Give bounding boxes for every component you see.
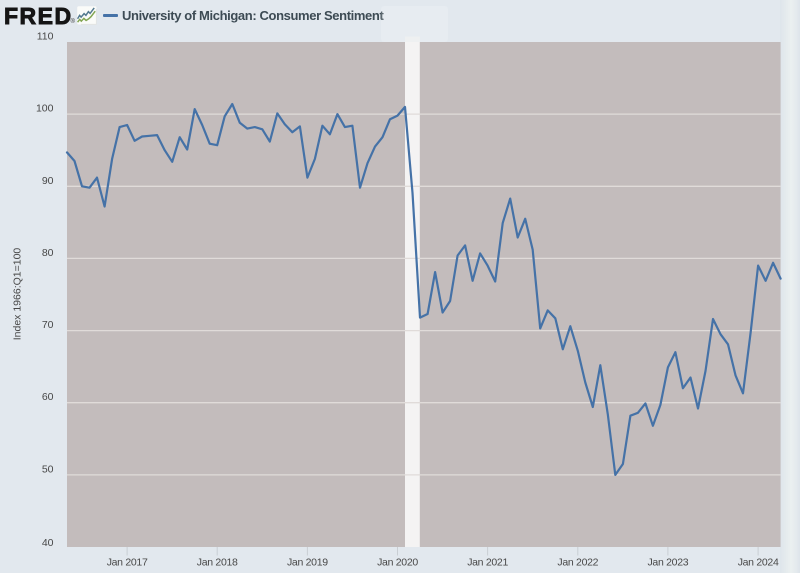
svg-text:Jan 2022: Jan 2022 bbox=[557, 556, 598, 568]
svg-text:100: 100 bbox=[36, 103, 54, 115]
svg-text:Jan 2023: Jan 2023 bbox=[647, 556, 688, 568]
svg-text:Jan 2024: Jan 2024 bbox=[738, 556, 779, 568]
svg-text:90: 90 bbox=[42, 175, 54, 187]
svg-text:110: 110 bbox=[37, 30, 54, 42]
svg-text:60: 60 bbox=[42, 391, 54, 403]
svg-text:Index 1966:Q1=100: Index 1966:Q1=100 bbox=[12, 248, 24, 341]
svg-text:Jan 2019: Jan 2019 bbox=[287, 556, 328, 568]
svg-text:80: 80 bbox=[42, 247, 54, 259]
svg-text:70: 70 bbox=[42, 319, 54, 331]
svg-text:50: 50 bbox=[42, 463, 54, 475]
svg-text:40: 40 bbox=[42, 537, 54, 549]
svg-text:Jan 2021: Jan 2021 bbox=[467, 556, 508, 568]
svg-text:Jan 2017: Jan 2017 bbox=[107, 556, 148, 568]
svg-text:Jan 2020: Jan 2020 bbox=[377, 556, 418, 568]
svg-text:Jan 2018: Jan 2018 bbox=[197, 556, 238, 568]
